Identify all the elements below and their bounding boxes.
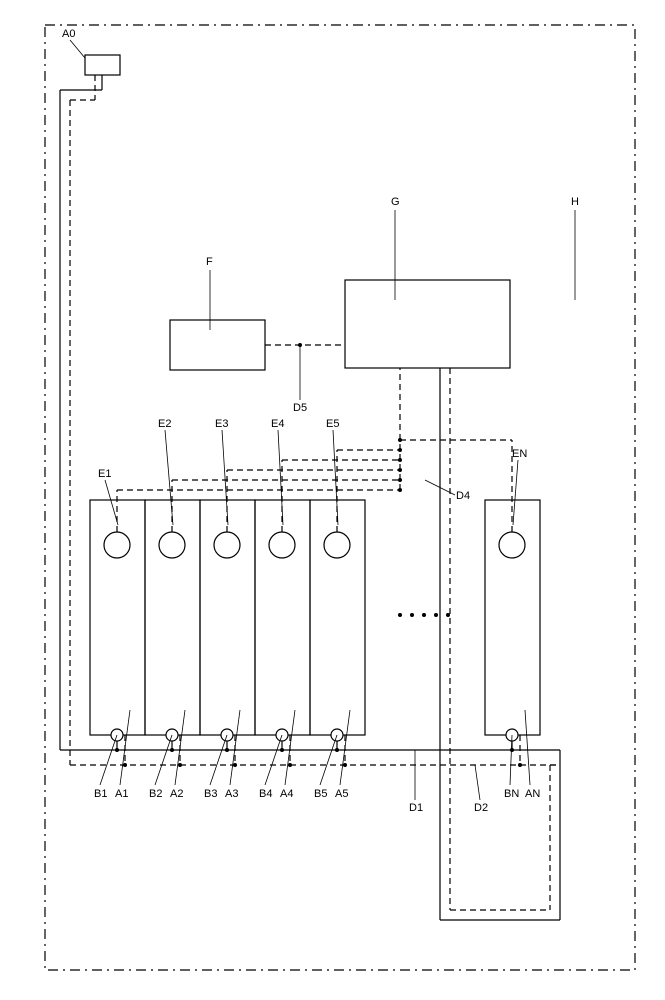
label-g: G [391, 196, 400, 208]
label-a1: A1 [115, 788, 128, 800]
label-e2: E2 [158, 418, 171, 430]
leader-e1 [105, 480, 118, 525]
label-d4: D4 [456, 490, 470, 502]
leader-en [513, 460, 518, 525]
circle-e3 [214, 532, 240, 558]
leader-b1 [100, 735, 117, 785]
ellipsis-dot [398, 613, 402, 617]
junction-dot [343, 763, 347, 767]
label-a5: A5 [335, 788, 348, 800]
label-h: H [571, 196, 579, 208]
label-bn: BN [504, 788, 519, 800]
label-e1: E1 [98, 468, 111, 480]
junction-dot [398, 438, 402, 442]
junction-dot [518, 763, 522, 767]
leader-an [525, 710, 530, 785]
leader-d2 [475, 765, 480, 800]
label-b4: B4 [259, 788, 272, 800]
outer-frame [45, 25, 635, 970]
label-b3: B3 [204, 788, 217, 800]
junction-dot [115, 748, 119, 752]
leader-e2 [165, 430, 173, 525]
leader-a3 [230, 710, 240, 785]
junction-dot [225, 748, 229, 752]
label-a2: A2 [170, 788, 183, 800]
label-b5: B5 [314, 788, 327, 800]
label-e5: E5 [326, 418, 339, 430]
junction-dot [170, 748, 174, 752]
ellipsis-dot [422, 613, 426, 617]
leader-b4 [265, 735, 282, 785]
leader-b2 [155, 735, 172, 785]
label-a4: A4 [280, 788, 293, 800]
block-a0 [85, 55, 120, 75]
leader-a1 [120, 710, 130, 785]
label-a3: A3 [225, 788, 238, 800]
junction-dot [335, 748, 339, 752]
junction-dot [178, 763, 182, 767]
leader-b5 [320, 735, 337, 785]
label-e3: E3 [215, 418, 228, 430]
circle-e1 [104, 532, 130, 558]
leader-a0 [70, 40, 85, 58]
diagram-svg [0, 0, 665, 1000]
label-e4: E4 [271, 418, 284, 430]
label-f: F [206, 256, 213, 268]
label-en: EN [512, 448, 527, 460]
circle-e5 [324, 532, 350, 558]
label-d1: D1 [409, 802, 423, 814]
ellipsis-dot [410, 613, 414, 617]
junction-dot [288, 763, 292, 767]
leader-bn [510, 735, 512, 785]
junction-dot [398, 458, 402, 462]
label-d2: D2 [474, 802, 488, 814]
diagram-container: A0 A1 A2 A3 A4 A5 AN B1 B2 B3 B4 B5 BN E… [0, 0, 665, 1000]
junction-dot [233, 763, 237, 767]
label-d5: D5 [293, 402, 307, 414]
leader-b3 [210, 735, 227, 785]
junction-dot [123, 763, 127, 767]
junction-dot [398, 478, 402, 482]
circle-e2 [159, 532, 185, 558]
label-a0: A0 [62, 28, 75, 40]
junction-dot [398, 448, 402, 452]
leader-a2 [175, 710, 185, 785]
block-g [345, 280, 510, 368]
leader-a4 [285, 710, 295, 785]
circle-e4 [269, 532, 295, 558]
ellipsis-dot [434, 613, 438, 617]
junction-dot [398, 468, 402, 472]
circle-en [499, 532, 525, 558]
block-f [170, 320, 265, 370]
junction-dot [398, 488, 402, 492]
label-b1: B1 [94, 788, 107, 800]
label-b2: B2 [149, 788, 162, 800]
leader-a5 [340, 710, 350, 785]
junction-dot [510, 748, 514, 752]
label-an: AN [525, 788, 540, 800]
junction-dot [280, 748, 284, 752]
